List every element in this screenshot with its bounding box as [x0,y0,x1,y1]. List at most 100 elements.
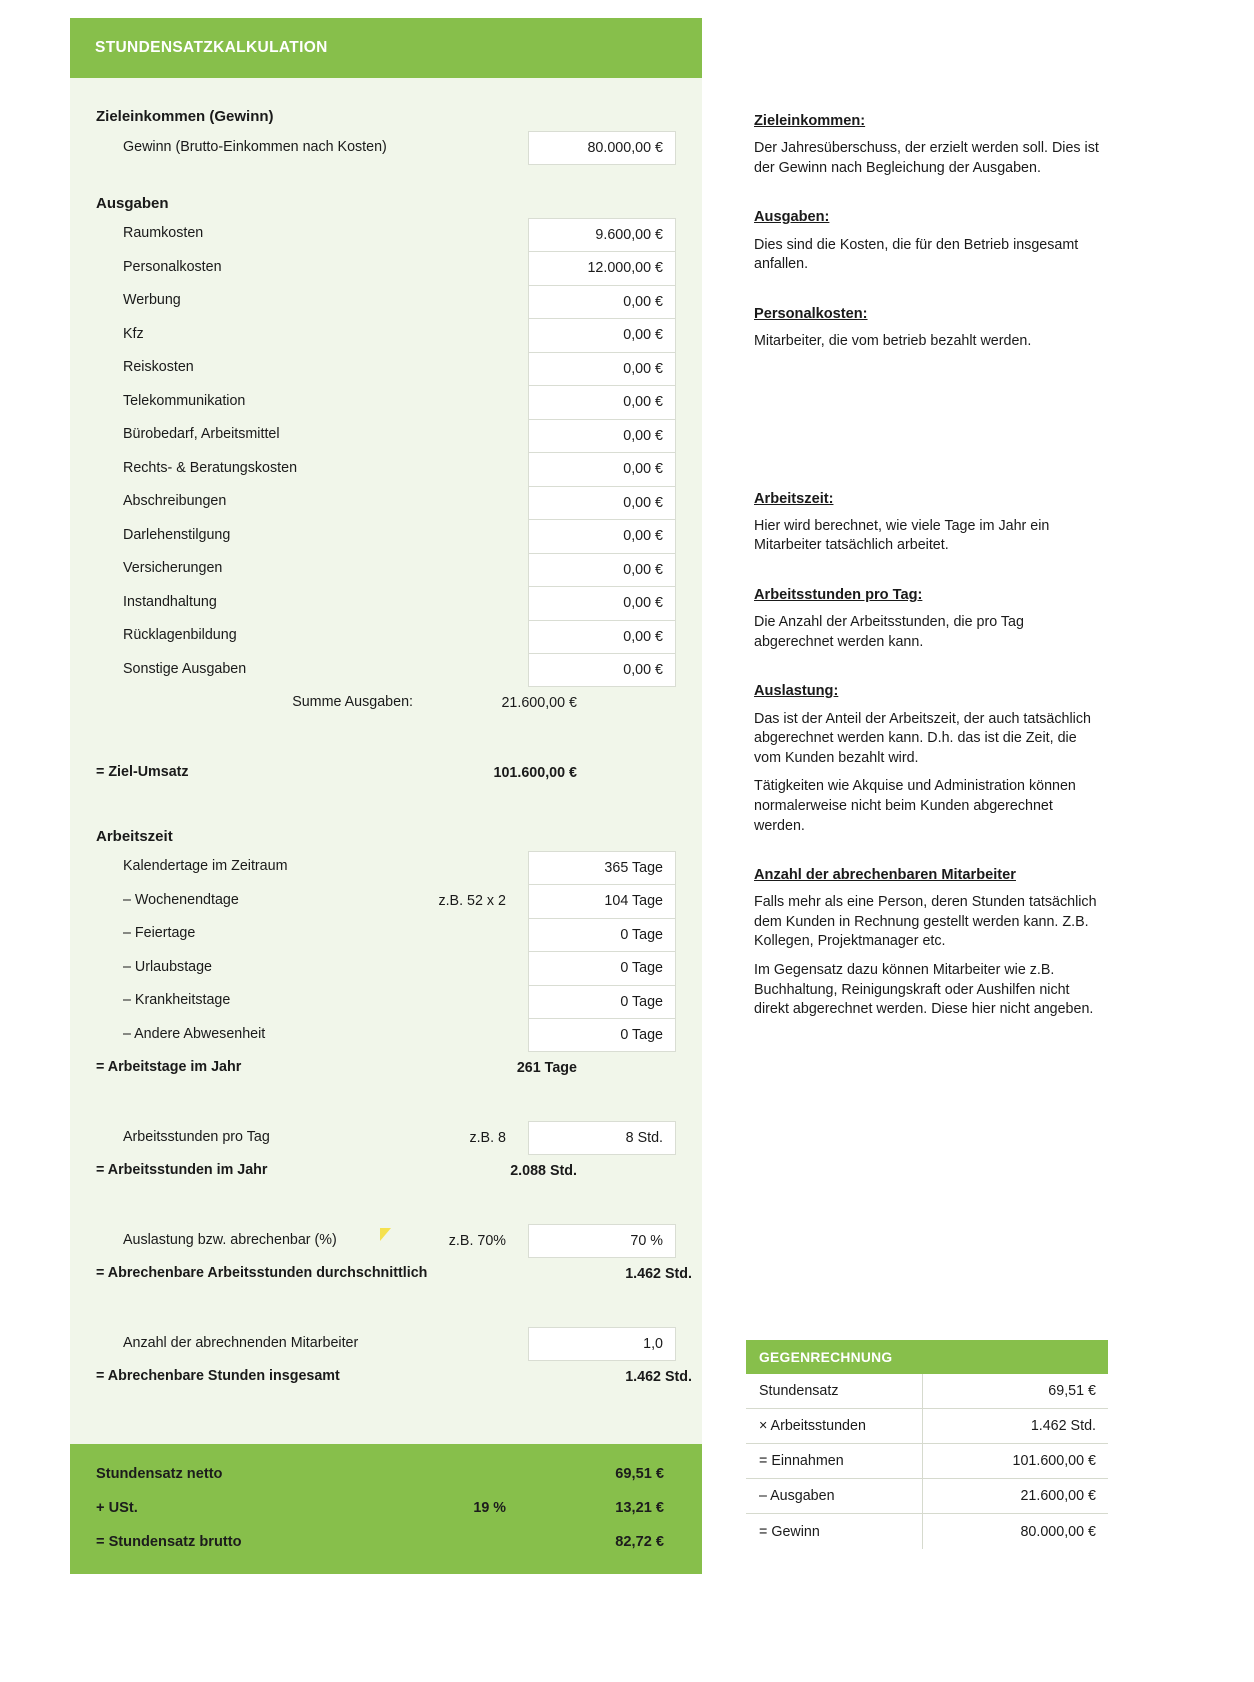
input-other-absence[interactable]: 0 Tage [528,1018,676,1052]
note-heading: Personalkosten: [754,305,868,322]
value-hours-per-year: 2.088 Std. [510,1163,577,1180]
row-worktime: – Andere Abwesenheit 0 Tage [96,1018,676,1052]
row-label-worktime: – Feiertage [123,925,196,942]
note-paragraph: Das ist der Anteil der Arbeitszeit, der … [754,710,1091,766]
input-expense-buerobedarf[interactable]: 0,00 € [528,418,676,452]
input-utilization[interactable]: 70 % [528,1224,676,1258]
row-label-expense: Reiskosten [123,359,194,376]
row-label-expense: Werbung [123,292,181,309]
hint-vat-percent: 19 % [473,1500,506,1516]
input-expense-personalkosten[interactable]: 12.000,00 € [528,251,676,285]
row-label-expense: Telekommunikation [123,392,246,409]
note-abrechenbare-mitarbeiter: Anzahl der abrechenbaren Mitarbeiter Fal… [754,866,1104,1020]
row-label-worktime: – Urlaubstage [123,958,213,975]
row-expense: Bürobedarf, Arbeitsmittel 0,00 € [96,418,676,452]
row-billable-hours-avg: = Abrechenbare Arbeitsstunden durchschni… [96,1258,692,1292]
row-expense: Darlehenstilgung 0,00 € [96,519,676,553]
table-cell-label: = Gewinn [746,1514,923,1549]
row-label-expense: Raumkosten [123,225,204,242]
row-hint-expense [414,620,528,654]
row-hint-worktime [414,951,528,985]
note-arbeitsstunden-pro-tag: Arbeitsstunden pro Tag: Die Anzahl der A… [754,586,1104,652]
spacer [96,1188,676,1224]
row-hours-per-year: = Arbeitsstunden im Jahr 2.088 Std. [96,1155,676,1189]
spacer [96,1394,676,1420]
table-cell-value: 21.600,00 € [1020,1488,1096,1504]
input-calendar-days[interactable]: 365 Tage [528,850,676,884]
row-gross-rate: = Stundensatz brutto 82,72 € [96,1525,676,1559]
table-row: = Einnahmen 101.600,00 € [746,1444,1108,1479]
input-sick-days[interactable]: 0 Tage [528,984,676,1018]
input-hours-per-day[interactable]: 8 Std. [528,1121,676,1155]
input-profit[interactable]: 80.000,00 € [528,131,676,165]
row-label-expense: Rechts- & Beratungskosten [123,459,298,476]
table-cell-label: Stundensatz [746,1374,923,1408]
input-expense-rechtskosten[interactable]: 0,00 € [528,452,676,486]
row-hint-expense [414,251,528,285]
table-row: = Gewinn 80.000,00 € [746,1514,1108,1549]
note-arbeitszeit: Arbeitszeit: Hier wird berechnet, wie vi… [754,490,1104,556]
row-hint-expense [414,385,528,419]
input-expense-werbung[interactable]: 0,00 € [528,284,676,318]
note-zieleinkommen: Zieleinkommen: Der Jahresüberschuss, der… [754,112,1104,178]
row-expense: Sonstige Ausgaben 0,00 € [96,653,676,687]
calculator-title: STUNDENSATZKALKULATION [95,39,328,56]
row-label-profit: Gewinn (Brutto-Einkommen nach Kosten) [123,138,387,155]
row-label-worktime: – Andere Abwesenheit [123,1025,266,1042]
section-title-expenses: Ausgaben [96,194,169,212]
row-label-hours-per-day: Arbeitsstunden pro Tag [123,1128,270,1145]
table-cell-value: 1.462 Std. [1030,1418,1096,1434]
input-expense-telekommunikation[interactable]: 0,00 € [528,385,676,419]
row-hours-per-day: Arbeitsstunden pro Tag z.B. 8 8 Std. [96,1121,676,1155]
input-vacation-days[interactable]: 0 Tage [528,951,676,985]
label-gross-rate: = Stundensatz brutto [96,1534,242,1550]
section-title-target-income: Zieleinkommen (Gewinn) [96,108,274,125]
section-title-worktime: Arbeitszeit [96,827,173,845]
input-expense-abschreibungen[interactable]: 0,00 € [528,485,676,519]
input-holidays[interactable]: 0 Tage [528,917,676,951]
value-workdays-total: 261 Tage [516,1060,577,1077]
note-heading: Anzahl der abrechenbaren Mitarbeiter [754,867,1016,884]
note-paragraph: Mitarbeiter, die vom betrieb bezahlt wer… [754,333,1032,350]
note-heading: Arbeitsstunden pro Tag: [754,586,923,603]
row-hint-expense [414,352,528,386]
row-expense: Personalkosten 12.000,00 € [96,251,676,285]
row-label-utilization: Auslastung bzw. abrechenbar (%) [123,1231,337,1248]
input-expense-sonstige[interactable]: 0,00 € [528,653,676,687]
row-hint-worktime [414,918,528,952]
note-ausgaben: Ausgaben: Dies sind die Kosten, die für … [754,208,1104,274]
row-hint-expense [414,452,528,486]
row-worktime: – Urlaubstage 0 Tage [96,951,676,985]
input-weekend-days[interactable]: 104 Tage [528,884,676,918]
input-expense-ruecklagenbildung[interactable]: 0,00 € [528,619,676,653]
input-expense-raumkosten[interactable]: 9.600,00 € [528,217,676,251]
table-cell-label: = Einnahmen [746,1444,923,1478]
row-hint-worktime [414,1018,528,1052]
row-label-expense: Instandhaltung [123,593,217,610]
row-expense: Raumkosten 9.600,00 € [96,217,676,251]
row-expense: Werbung 0,00 € [96,284,676,318]
note-paragraph: Der Jahresüberschuss, der erzielt werden… [754,140,1099,176]
row-worktime: – Feiertage 0 Tage [96,917,676,952]
input-billing-employees[interactable]: 1,0 [528,1327,676,1361]
input-expense-reiskosten[interactable]: 0,00 € [528,351,676,385]
value-gross-rate: 82,72 € [615,1534,664,1550]
row-expense: Reiskosten 0,00 € [96,351,676,386]
input-expense-kfz[interactable]: 0,00 € [528,318,676,352]
input-expense-darlehenstilgung[interactable]: 0,00 € [528,519,676,553]
explanations-column: Zieleinkommen: Der Jahresüberschuss, der… [754,112,1104,1050]
row-label-worktime: Kalendertage im Zeitraum [123,858,288,875]
input-expense-instandhaltung[interactable]: 0,00 € [528,586,676,620]
row-label-expense: Abschreibungen [123,493,227,510]
value-net-rate: 69,51 € [615,1466,664,1482]
row-workdays-total: = Arbeitstage im Jahr 261 Tage [96,1052,676,1086]
label-billable-hours-avg: = Abrechenbare Arbeitsstunden durchschni… [96,1265,428,1282]
label-billable-hours-total: = Abrechenbare Stunden insgesamt [96,1368,340,1385]
input-expense-versicherungen[interactable]: 0,00 € [528,552,676,586]
row-label-expense: Sonstige Ausgaben [123,660,247,677]
row-profit: Gewinn (Brutto-Einkommen nach Kosten) 80… [96,131,676,165]
row-label-expense: Darlehenstilgung [123,526,231,543]
note-auslastung: Auslastung: Das ist der Anteil der Arbei… [754,682,1104,836]
row-hint-utilization: z.B. 70% [380,1224,528,1258]
note-heading: Arbeitszeit: [754,490,834,507]
